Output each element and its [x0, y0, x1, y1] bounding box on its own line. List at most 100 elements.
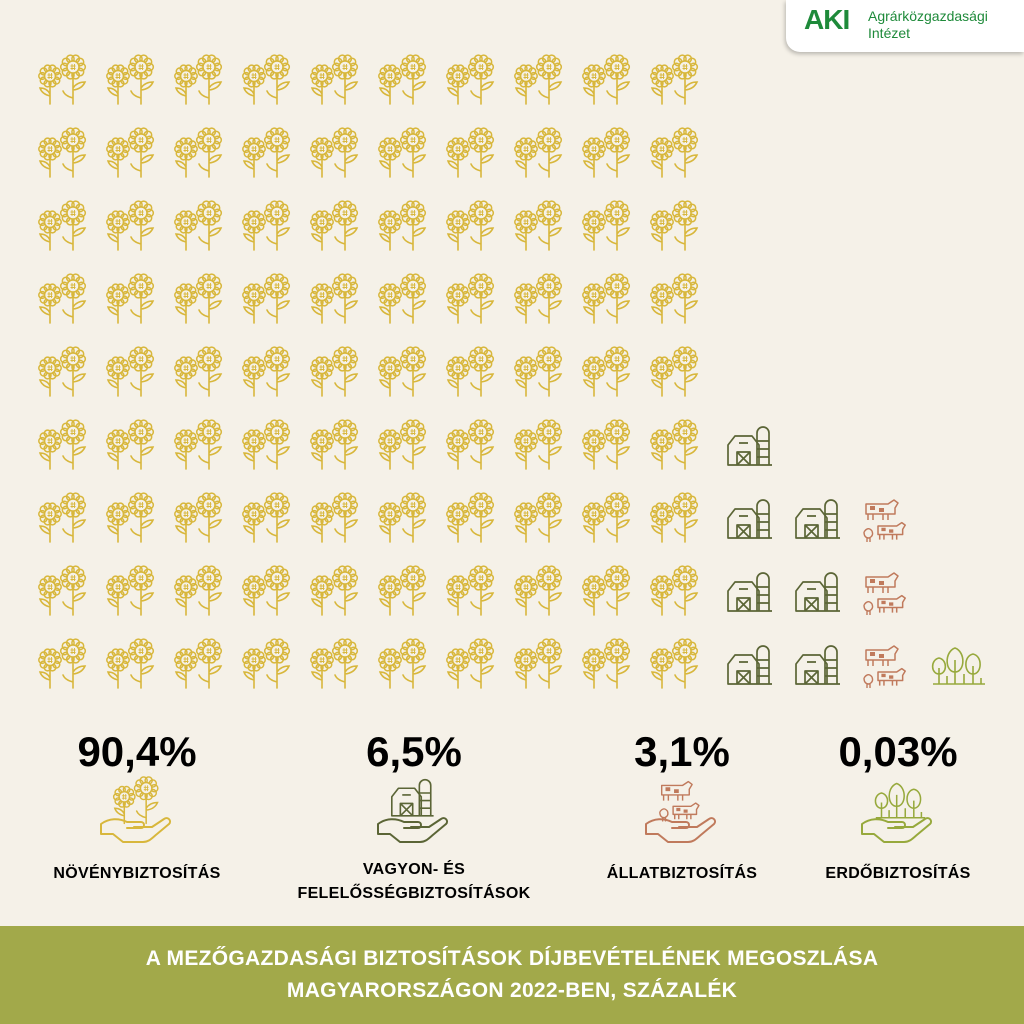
sunflower-icon — [650, 127, 699, 178]
sunflower-icon — [514, 565, 563, 616]
sunflower-icon — [650, 54, 699, 105]
sunflower-icon — [242, 127, 291, 178]
livestock-icon — [863, 499, 906, 542]
barn-icon — [795, 572, 840, 612]
sunflower-icon — [106, 346, 155, 397]
chart-title-line1: A MEZŐGAZDASÁGI BIZTOSÍTÁSOK DÍJBEVÉTELÉ… — [145, 947, 879, 970]
aki-logo: AKI Agrárközgazdasági Intézet — [786, 0, 1024, 52]
sunflower-icon — [650, 565, 699, 616]
sunflower-icon — [174, 54, 223, 105]
sunflower-icon — [514, 419, 563, 470]
sunflower-icon — [242, 419, 291, 470]
chart-title-line2: MAGYARORSZÁGON 2022-BEN, SZÁZALÉK — [286, 979, 738, 1002]
sunflower-icon — [582, 346, 631, 397]
sunflower-icon — [38, 346, 87, 397]
sunflower-icon — [242, 200, 291, 251]
sunflower-icon — [174, 565, 223, 616]
sunflower-icon — [310, 346, 359, 397]
sunflower-icon — [446, 127, 495, 178]
sunflower-icon — [446, 54, 495, 105]
hand-livestock-icon — [645, 780, 717, 843]
sunflower-icon — [514, 200, 563, 251]
sunflower-icon — [514, 54, 563, 105]
value-vagyonbiztositas: 6,5% — [366, 728, 462, 775]
sunflower-icon — [378, 200, 427, 251]
sunflower-icon — [106, 54, 155, 105]
sunflower-icon — [446, 419, 495, 470]
value-novenybiztositas: 90,4% — [77, 728, 197, 775]
sunflower-icon — [106, 638, 155, 689]
sunflower-icon — [514, 638, 563, 689]
sunflower-icon — [446, 200, 495, 251]
sunflower-icon — [582, 492, 631, 543]
barn-icon — [727, 645, 772, 685]
sunflower-icon — [650, 638, 699, 689]
sunflower-icon — [310, 492, 359, 543]
label-erdobiztositas: ERDŐBIZTOSÍTÁS — [825, 865, 971, 882]
barn-icon — [727, 426, 772, 466]
sunflower-icon — [446, 346, 495, 397]
sunflower-icon — [378, 419, 427, 470]
livestock-icon — [863, 572, 906, 615]
sunflower-icon — [242, 54, 291, 105]
label-vagyonbiztositas-line1: VAGYON- ÉS — [362, 861, 466, 878]
pictogram-grid — [38, 54, 985, 689]
sunflower-icon — [38, 273, 87, 324]
sunflower-icon — [514, 346, 563, 397]
sunflower-icon — [582, 200, 631, 251]
sunflower-icon — [174, 346, 223, 397]
livestock-icon — [863, 645, 906, 688]
sunflower-icon — [174, 127, 223, 178]
sunflower-icon — [650, 492, 699, 543]
sunflower-icon — [38, 638, 87, 689]
sunflower-icon — [174, 492, 223, 543]
forest-icon — [931, 647, 985, 685]
sunflower-icon — [582, 54, 631, 105]
sunflower-icon — [38, 127, 87, 178]
sunflower-icon — [242, 565, 291, 616]
sunflower-icon — [310, 273, 359, 324]
sunflower-icon — [582, 638, 631, 689]
sunflower-icon — [106, 492, 155, 543]
barn-icon — [727, 572, 772, 612]
sunflower-icon — [242, 638, 291, 689]
sunflower-icon — [310, 638, 359, 689]
label-vagyonbiztositas-line2: FELELŐSSÉGBIZTOSÍTÁSOK — [297, 885, 531, 902]
sunflower-icon — [38, 565, 87, 616]
sunflower-icon — [106, 200, 155, 251]
sunflower-icon — [106, 273, 155, 324]
hand-sunflower-icon — [100, 776, 172, 843]
sunflower-icon — [106, 419, 155, 470]
sunflower-icon — [310, 127, 359, 178]
sunflower-icon — [310, 54, 359, 105]
sunflower-icon — [242, 273, 291, 324]
chart-title: A MEZŐGAZDASÁGI BIZTOSÍTÁSOK DÍJBEVÉTELÉ… — [0, 926, 1024, 1024]
sunflower-icon — [446, 638, 495, 689]
sunflower-icon — [174, 273, 223, 324]
sunflower-icon — [650, 273, 699, 324]
sunflower-icon — [650, 419, 699, 470]
barn-icon — [795, 645, 840, 685]
sunflower-icon — [174, 200, 223, 251]
sunflower-icon — [582, 127, 631, 178]
sunflower-icon — [446, 492, 495, 543]
sunflower-icon — [514, 492, 563, 543]
sunflower-icon — [310, 565, 359, 616]
sunflower-icon — [446, 273, 495, 324]
hand-forest-icon — [861, 782, 933, 843]
sunflower-icon — [514, 127, 563, 178]
sunflower-icon — [378, 492, 427, 543]
sunflower-icon — [174, 419, 223, 470]
sunflower-icon — [582, 565, 631, 616]
sunflower-icon — [650, 346, 699, 397]
sunflower-icon — [310, 200, 359, 251]
sunflower-icon — [514, 273, 563, 324]
sunflower-icon — [174, 638, 223, 689]
value-erdobiztositas: 0,03% — [838, 728, 958, 775]
sunflower-icon — [378, 346, 427, 397]
sunflower-icon — [310, 419, 359, 470]
sunflower-icon — [38, 419, 87, 470]
barn-icon — [727, 499, 772, 539]
sunflower-icon — [378, 127, 427, 178]
value-allatbiztositas: 3,1% — [634, 728, 730, 775]
